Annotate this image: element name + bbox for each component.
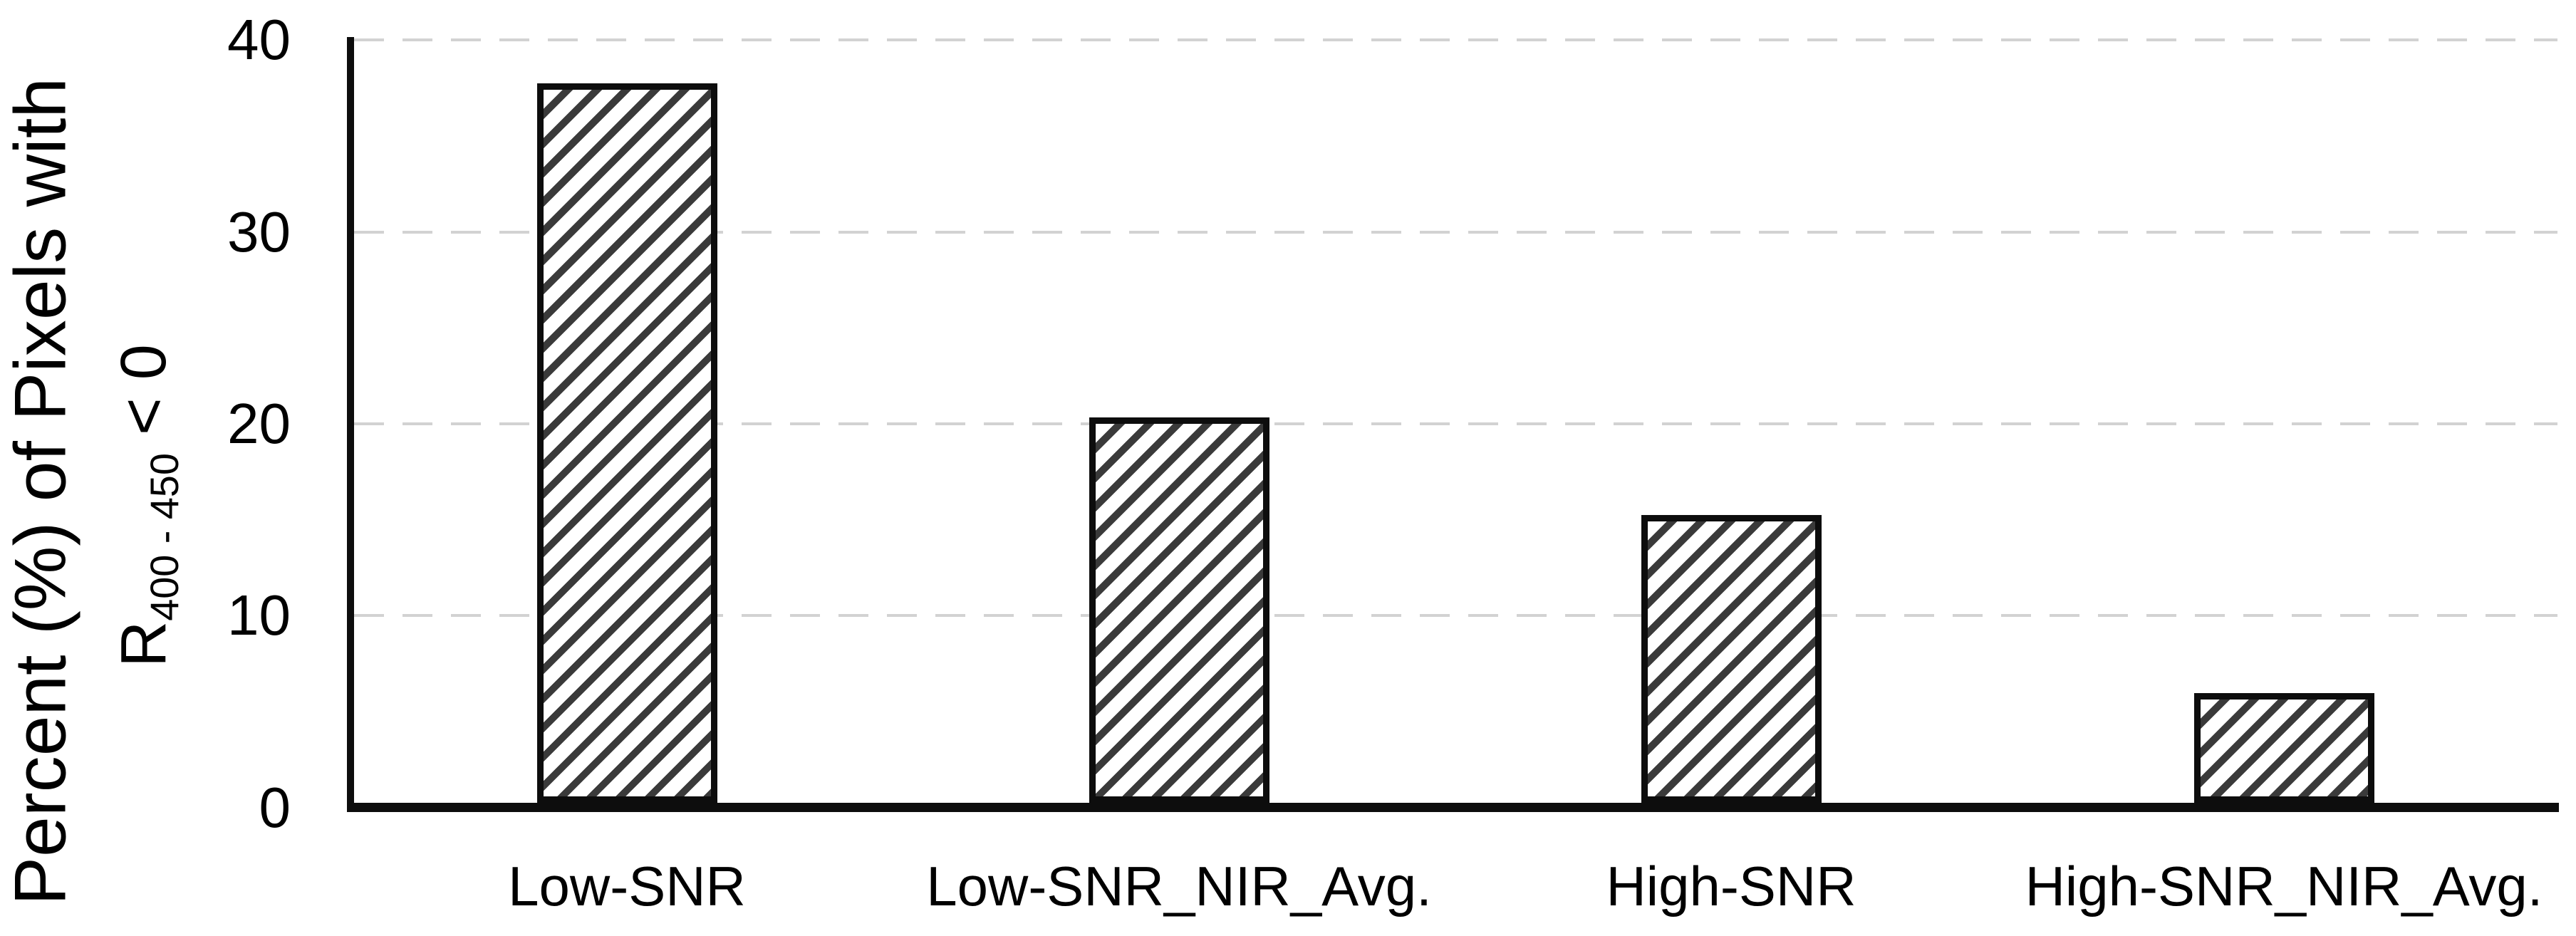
gridline-40 <box>354 38 2557 42</box>
y-axis-title-line1: Percent (%) of Pixels with <box>0 77 81 906</box>
y-tick-label-30: 30 <box>227 199 291 264</box>
x-axis-line <box>347 803 2559 812</box>
x-category-label-high-snr-nir-avg: High-SNR_NIR_Avg. <box>2025 855 2543 917</box>
y-tick-label-0: 0 <box>259 775 291 839</box>
y-tick-label-40: 40 <box>227 8 291 72</box>
x-category-label-low-snr: Low-SNR <box>508 855 746 917</box>
bar-high-snr-nir-avg <box>2193 693 2374 803</box>
gridline-10 <box>354 614 2557 618</box>
y-tick-label-20: 20 <box>227 391 291 455</box>
y-axis-line <box>347 37 354 812</box>
x-category-label-high-snr: High-SNR <box>1606 855 1856 917</box>
bar-low-snr <box>536 83 717 803</box>
gridline-30 <box>354 230 2557 234</box>
gridline-20 <box>354 422 2557 425</box>
bar-high-snr <box>1641 515 1822 803</box>
y-tick-label-10: 10 <box>227 583 291 648</box>
bar-low-snr-nir-avg <box>1089 417 1269 803</box>
x-category-label-low-snr-nir-avg: Low-SNR_NIR_Avg. <box>926 855 1432 917</box>
